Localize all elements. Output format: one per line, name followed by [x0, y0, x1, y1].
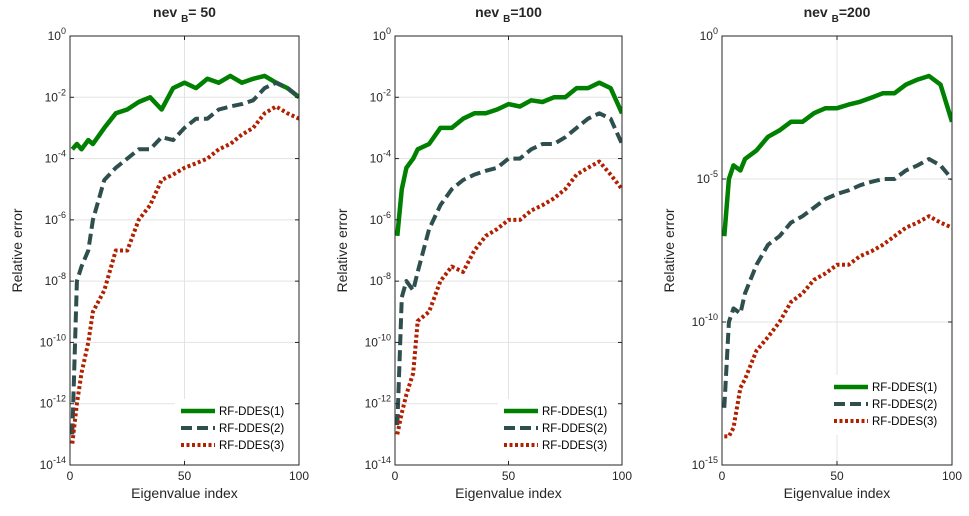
chart-title: nev B=100 [475, 4, 542, 25]
y-tick-label: 10-14 [365, 455, 391, 472]
series-line-3 [395, 159, 622, 435]
series-line-1 [395, 80, 622, 237]
chart-3: 100 10-5 10-10 10-150 50 100 Eigenvalue index R… [661, 4, 962, 501]
y-tick-label: 100 [48, 26, 66, 43]
legend: RF-DDES(1) RF-DDES(2) RF-DDES(3) [498, 399, 618, 459]
y-tick-label: 10-6 [45, 210, 66, 227]
y-axis-label: Relative error [334, 208, 350, 292]
y-tick-label: 10-10 [40, 332, 66, 349]
x-tick-label: 0 [392, 469, 399, 483]
x-tick-label: 50 [502, 469, 516, 483]
legend-label: RF-DDES(3) [542, 440, 607, 452]
x-tick-label: 50 [830, 469, 844, 483]
y-tick-label: 100 [700, 26, 718, 43]
chart-1: 100 10-2 10-4 10-6 10-8 10-10 10-12 10-140 50 100… [9, 4, 309, 501]
y-tick-label: 10-12 [40, 394, 66, 411]
y-tick-label: 10-12 [365, 394, 391, 411]
x-tick-label: 50 [178, 469, 192, 483]
series-line-3 [724, 214, 952, 439]
series-line-2 [70, 80, 299, 435]
legend-label: RF-DDES(1) [219, 406, 284, 418]
x-tick-label: 100 [612, 469, 632, 483]
y-tick-label: 100 [373, 26, 391, 43]
chart-title: nev B= 50 [153, 4, 216, 25]
x-axis-label: Eigenvalue index [784, 485, 891, 501]
chart-title: nev B=200 [804, 4, 871, 25]
legend-label: RF-DDES(1) [872, 382, 937, 394]
series-line-1 [70, 73, 299, 152]
legend-label: RF-DDES(2) [542, 423, 607, 435]
y-tick-label: 10-6 [370, 210, 391, 227]
series-line-2 [722, 157, 952, 408]
y-tick-label: 10-10 [692, 312, 718, 329]
legend: RF-DDES(1) RF-DDES(2) RF-DDES(3) [175, 399, 295, 459]
x-tick-label: 0 [67, 469, 74, 483]
y-tick-label: 10-15 [692, 455, 718, 472]
y-tick-label: 10-2 [45, 87, 66, 104]
legend-label: RF-DDES(3) [219, 440, 284, 452]
x-tick-label: 100 [942, 469, 962, 483]
legend: RF-DDES(1) RF-DDES(2) RF-DDES(3) [828, 375, 948, 435]
series-line-1 [722, 73, 952, 237]
legend-label: RF-DDES(2) [219, 423, 284, 435]
legend-label: RF-DDES(3) [872, 416, 937, 428]
series-line-2 [395, 111, 622, 426]
y-tick-label: 10-4 [45, 149, 66, 166]
y-axis-label: Relative error [9, 208, 25, 292]
y-tick-label: 10-8 [45, 271, 66, 288]
legend-label: RF-DDES(2) [872, 399, 937, 411]
chart-2: 100 10-2 10-4 10-6 10-8 10-10 10-12 10-140 50 100… [334, 4, 632, 501]
y-axis-label: Relative error [661, 208, 677, 292]
y-tick-label: 10-4 [370, 149, 391, 166]
y-tick-label: 10-10 [365, 332, 391, 349]
y-tick-label: 10-8 [370, 271, 391, 288]
y-tick-label: 10-5 [697, 169, 718, 186]
x-axis-label: Eigenvalue index [455, 485, 562, 501]
x-axis-label: Eigenvalue index [131, 485, 238, 501]
series-line-3 [70, 104, 299, 444]
x-tick-label: 100 [289, 469, 309, 483]
legend-label: RF-DDES(1) [542, 406, 607, 418]
x-tick-label: 0 [719, 469, 726, 483]
y-tick-label: 10-2 [370, 87, 391, 104]
y-tick-label: 10-14 [40, 455, 66, 472]
